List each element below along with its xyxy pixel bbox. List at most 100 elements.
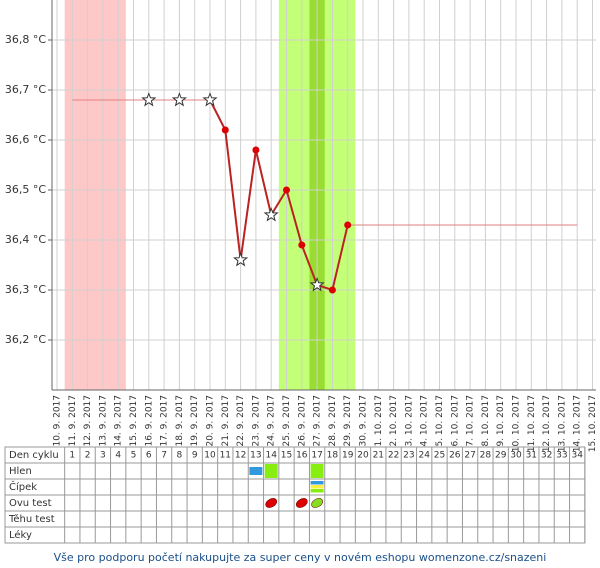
- dot-marker: [252, 146, 260, 154]
- day-number: 6: [146, 451, 152, 461]
- day-number: 5: [131, 451, 137, 461]
- day-number: 18: [327, 451, 339, 461]
- day-number: 31: [526, 451, 537, 461]
- day-number: 32: [541, 451, 552, 461]
- day-number: 3: [100, 451, 106, 461]
- mucus-mark: [264, 464, 278, 478]
- day-number: 33: [556, 451, 567, 461]
- x-tick-label: 4. 10. 2017: [420, 395, 430, 447]
- x-tick-label: 24. 9. 2017: [267, 395, 277, 447]
- mucus-mark: [310, 464, 324, 478]
- x-tick-label: 21. 9. 2017: [221, 395, 231, 447]
- day-number: 24: [418, 451, 430, 461]
- x-tick-label: 3. 10. 2017: [404, 395, 414, 447]
- row-label: Čípek: [9, 480, 37, 493]
- day-number: 15: [281, 451, 292, 461]
- y-tick-label: 36,3 °C: [5, 283, 46, 296]
- x-tick-label: 26. 9. 2017: [297, 395, 307, 447]
- x-tick-label: 12. 9. 2017: [83, 395, 93, 447]
- day-number: 34: [571, 451, 583, 461]
- x-tick-label: 19. 9. 2017: [190, 395, 200, 447]
- row-label: Hlen: [9, 466, 32, 477]
- mucus-mark: [249, 467, 263, 475]
- x-tick-label: 11. 10. 2017: [527, 395, 537, 452]
- day-number: 30: [510, 451, 522, 461]
- x-tick-label: 2. 10. 2017: [389, 395, 399, 447]
- day-number: 26: [449, 451, 461, 461]
- x-tick-label: 30. 9. 2017: [359, 395, 369, 447]
- y-tick-label: 36,2 °C: [5, 333, 46, 346]
- row-label: Léky: [9, 529, 32, 541]
- x-tick-label: 29. 9. 2017: [343, 395, 353, 447]
- day-number: 28: [480, 451, 492, 461]
- x-tick-label: 10. 10. 2017: [512, 395, 522, 452]
- day-number: 29: [495, 451, 507, 461]
- day-number: 9: [192, 451, 198, 461]
- x-tick-label: 18. 9. 2017: [175, 395, 185, 447]
- dot-marker: [328, 286, 336, 294]
- day-number: 10: [204, 451, 216, 461]
- y-tick-label: 36,5 °C: [5, 183, 46, 196]
- dot-marker: [283, 186, 290, 194]
- day-number: 22: [388, 451, 399, 461]
- star-marker: [309, 277, 325, 292]
- temperature-line: [72, 99, 578, 226]
- cervix-mark: [310, 481, 324, 485]
- x-tick-label: 17. 9. 2017: [160, 395, 170, 447]
- x-tick-label: 15. 10. 2017: [588, 395, 598, 452]
- day-number: 4: [115, 451, 121, 461]
- footer-text: Vše pro podporu početí nakupujte za supe…: [54, 551, 547, 564]
- ovu-test-mark: [311, 498, 323, 508]
- x-tick-label: 8. 10. 2017: [481, 395, 491, 447]
- star-marker: [141, 92, 157, 107]
- x-tick-label: 1. 10. 2017: [374, 395, 384, 447]
- y-tick-label: 36,8 °C: [5, 33, 46, 46]
- cervix-mark: [310, 489, 324, 493]
- day-number: 7: [161, 451, 167, 461]
- day-number: 21: [373, 451, 384, 461]
- star-marker: [171, 92, 187, 107]
- temperature-line: [209, 99, 349, 292]
- day-number: 20: [357, 451, 369, 461]
- day-number: 14: [265, 451, 277, 461]
- x-tick-label: 15. 9. 2017: [129, 395, 139, 447]
- day-number: 16: [296, 451, 308, 461]
- row-label: Den cyklu: [9, 450, 59, 461]
- y-tick-label: 36,7 °C: [5, 83, 46, 96]
- x-tick-label: 7. 10. 2017: [466, 395, 476, 447]
- x-tick-label: 6. 10. 2017: [450, 395, 460, 447]
- x-tick-label: 9. 10. 2017: [496, 395, 506, 447]
- x-tick-label: 14. 9. 2017: [114, 395, 124, 447]
- x-tick-label: 28. 9. 2017: [328, 395, 338, 447]
- x-tick-label: 13. 10. 2017: [557, 395, 567, 452]
- row-label: Ovu test: [9, 498, 52, 509]
- star-marker: [263, 207, 279, 222]
- day-number: 19: [342, 451, 354, 461]
- day-number: 13: [250, 451, 261, 461]
- day-number: 12: [235, 451, 246, 461]
- star-marker: [233, 252, 249, 267]
- day-number: 1: [69, 451, 75, 461]
- day-number: 2: [85, 451, 91, 461]
- x-tick-label: 5. 10. 2017: [435, 395, 445, 447]
- ovu-test-mark: [295, 498, 308, 508]
- dot-marker: [344, 221, 352, 229]
- star-marker: [202, 92, 218, 107]
- ovu-test-mark: [265, 498, 278, 508]
- day-number: 23: [403, 451, 414, 461]
- phase-band: [64, 0, 126, 390]
- x-tick-label: 16. 9. 2017: [144, 395, 154, 447]
- x-tick-label: 27. 9. 2017: [313, 395, 323, 447]
- x-tick-label: 25. 9. 2017: [282, 395, 292, 447]
- day-number: 11: [220, 451, 231, 461]
- x-tick-label: 10. 9. 2017: [53, 395, 63, 447]
- x-tick-label: 13. 9. 2017: [98, 395, 108, 447]
- dot-marker: [221, 126, 229, 134]
- x-tick-label: 12. 10. 2017: [542, 395, 552, 452]
- y-tick-label: 36,4 °C: [5, 233, 46, 246]
- x-tick-label: 11. 9. 2017: [68, 395, 78, 447]
- day-number: 17: [311, 451, 322, 461]
- day-number: 27: [464, 451, 475, 461]
- y-tick-label: 36,6 °C: [5, 133, 46, 146]
